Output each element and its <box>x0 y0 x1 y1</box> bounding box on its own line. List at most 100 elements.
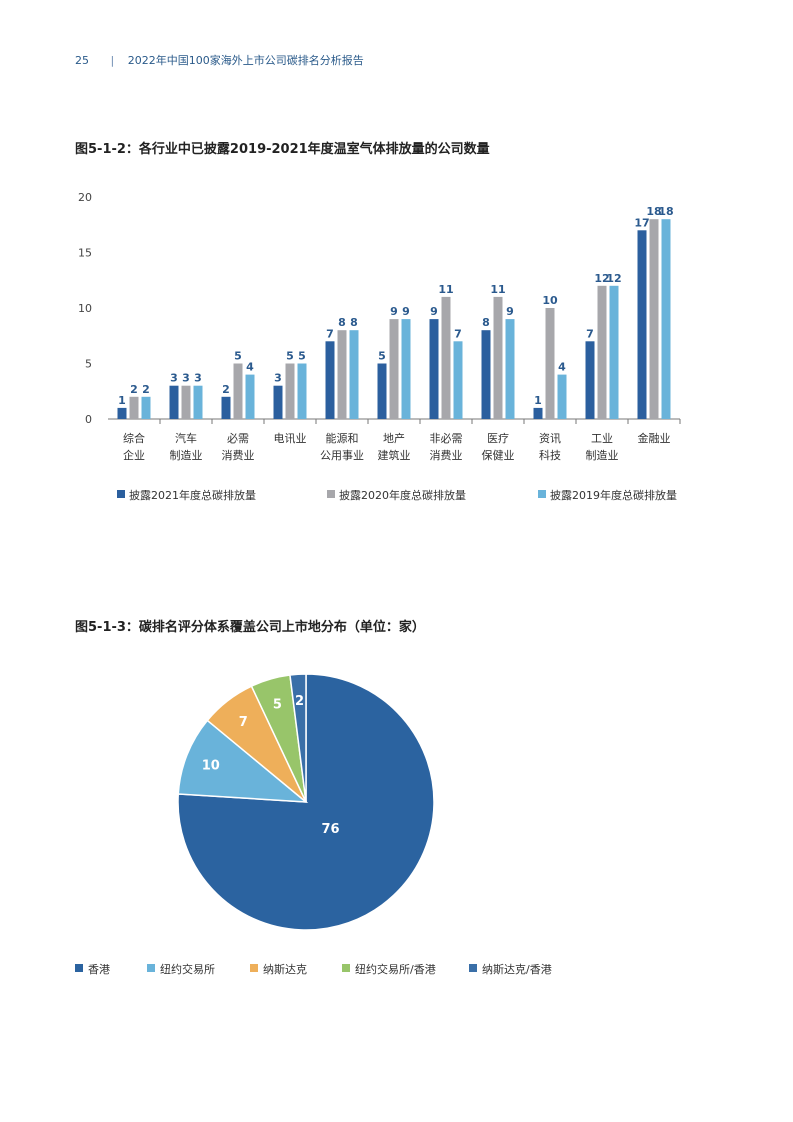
x-category-label: 企业 <box>123 448 145 462</box>
bar <box>453 341 463 419</box>
bar-value-label: 17 <box>634 216 649 229</box>
bar <box>337 330 347 419</box>
bar <box>389 319 399 419</box>
bar <box>533 407 543 419</box>
bar <box>193 385 203 419</box>
bar-value-label: 2 <box>222 383 230 396</box>
bar-value-label: 3 <box>194 372 202 385</box>
x-category-label: 能源和 <box>326 431 359 445</box>
bar <box>297 363 307 419</box>
pie-value-label: 5 <box>273 698 282 713</box>
bar <box>349 330 359 419</box>
legend-label: 香港 <box>88 963 110 976</box>
x-category-label: 非必需 <box>430 432 463 445</box>
x-category-label: 消费业 <box>430 448 463 462</box>
bar <box>493 296 503 419</box>
bar-value-label: 8 <box>338 316 346 329</box>
legend-swatch <box>538 490 546 498</box>
x-category-label: 医疗 <box>487 431 509 445</box>
x-category-label: 建筑业 <box>378 448 411 462</box>
bar-value-label: 7 <box>326 327 334 340</box>
bar-chart-title: 图5-1-2：各行业中已披露2019-2021年度温室气体排放量的公司数量 <box>75 142 490 157</box>
pie-slice <box>177 719 309 803</box>
pie-value-label: 10 <box>202 758 220 773</box>
bar-value-label: 4 <box>558 361 566 374</box>
y-tick-label: 0 <box>85 413 92 426</box>
y-tick-label: 20 <box>78 191 92 204</box>
bar <box>181 385 191 419</box>
bar <box>597 285 607 419</box>
bar <box>221 396 231 419</box>
bar <box>325 341 335 419</box>
bar-value-label: 9 <box>390 305 398 318</box>
x-category-label: 必需 <box>227 432 249 445</box>
bar <box>401 319 411 419</box>
bar-value-label: 3 <box>170 372 178 385</box>
y-tick-label: 10 <box>78 302 92 315</box>
legend-label: 披露2019年度总碳排放量 <box>550 488 677 502</box>
x-category-label: 保健业 <box>482 448 515 462</box>
x-category-label: 公用事业 <box>320 449 364 462</box>
bar-value-label: 2 <box>142 383 150 396</box>
bar-value-label: 1 <box>534 394 542 407</box>
legend-label: 纽约交易所/香港 <box>355 962 436 976</box>
pie-slice <box>177 673 435 931</box>
bar <box>429 319 439 419</box>
bar-value-label: 3 <box>274 372 282 385</box>
bar <box>273 385 283 419</box>
pie-chart-title: 图5-1-3：碳排名评分体系覆盖公司上市地分布（单位：家） <box>75 620 425 635</box>
x-category-label: 消费业 <box>222 448 255 462</box>
bar-value-label: 9 <box>506 305 514 318</box>
bar-value-label: 11 <box>438 283 453 296</box>
x-category-label: 制造业 <box>170 448 203 462</box>
bar-value-label: 7 <box>454 327 462 340</box>
bar <box>545 308 555 419</box>
bar-value-label: 3 <box>182 372 190 385</box>
bar <box>609 285 619 419</box>
legend-swatch <box>469 964 477 972</box>
bar-value-label: 18 <box>658 205 673 218</box>
bar-value-label: 5 <box>286 350 294 363</box>
bar <box>377 363 387 419</box>
bar-value-label: 12 <box>594 272 609 285</box>
legend-label: 纽约交易所 <box>160 962 215 976</box>
bar <box>585 341 595 419</box>
pie-chart: 76 10 7 5 2 香港 纽约交易所 纳斯达克 纽约交易所/香港 纳斯达克/香港 <box>75 673 552 976</box>
x-category-label: 制造业 <box>586 448 619 462</box>
bar <box>557 374 567 419</box>
report-title: 2022年中国100家海外上市公司碳排名分析报告 <box>127 54 364 67</box>
page-number: 25 <box>75 54 89 67</box>
bar-value-label: 9 <box>402 305 410 318</box>
bar <box>481 330 491 419</box>
bar <box>233 363 243 419</box>
bar-value-label: 5 <box>378 350 386 363</box>
legend-swatch <box>327 490 335 498</box>
x-category-label: 综合 <box>123 431 145 445</box>
x-category-label: 资讯 <box>539 432 561 445</box>
bar <box>245 374 255 419</box>
x-category-label: 金融业 <box>638 431 671 445</box>
bar-value-label: 2 <box>130 383 138 396</box>
legend-swatch <box>342 964 350 972</box>
legend-swatch <box>147 964 155 972</box>
pie-slice <box>289 673 307 803</box>
bar-value-label: 7 <box>586 327 594 340</box>
bar <box>117 407 127 419</box>
page-header: 25 | 2022年中国100家海外上市公司碳排名分析报告 <box>75 52 364 68</box>
legend-label: 纳斯达克 <box>263 963 307 976</box>
bar <box>637 230 647 419</box>
bar-value-label: 8 <box>482 316 490 329</box>
bar <box>169 385 179 419</box>
bar-value-label: 12 <box>606 272 621 285</box>
legend-label: 纳斯达克/香港 <box>482 963 552 976</box>
bar-value-label: 18 <box>646 205 661 218</box>
legend-swatch <box>117 490 125 498</box>
bar-value-label: 9 <box>430 305 438 318</box>
bar-value-label: 5 <box>298 350 306 363</box>
legend-swatch <box>250 964 258 972</box>
bar-value-label: 11 <box>490 283 505 296</box>
bar-value-label: 5 <box>234 350 242 363</box>
bar-value-label: 1 <box>118 394 126 407</box>
bar <box>285 363 295 419</box>
